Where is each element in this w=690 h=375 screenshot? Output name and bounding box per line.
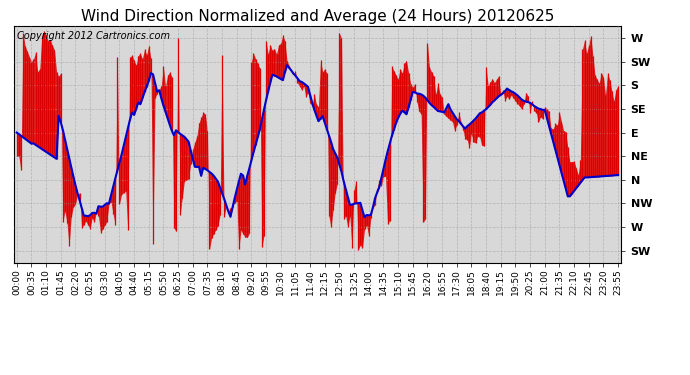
Text: Copyright 2012 Cartronics.com: Copyright 2012 Cartronics.com — [17, 31, 170, 41]
Title: Wind Direction Normalized and Average (24 Hours) 20120625: Wind Direction Normalized and Average (2… — [81, 9, 554, 24]
